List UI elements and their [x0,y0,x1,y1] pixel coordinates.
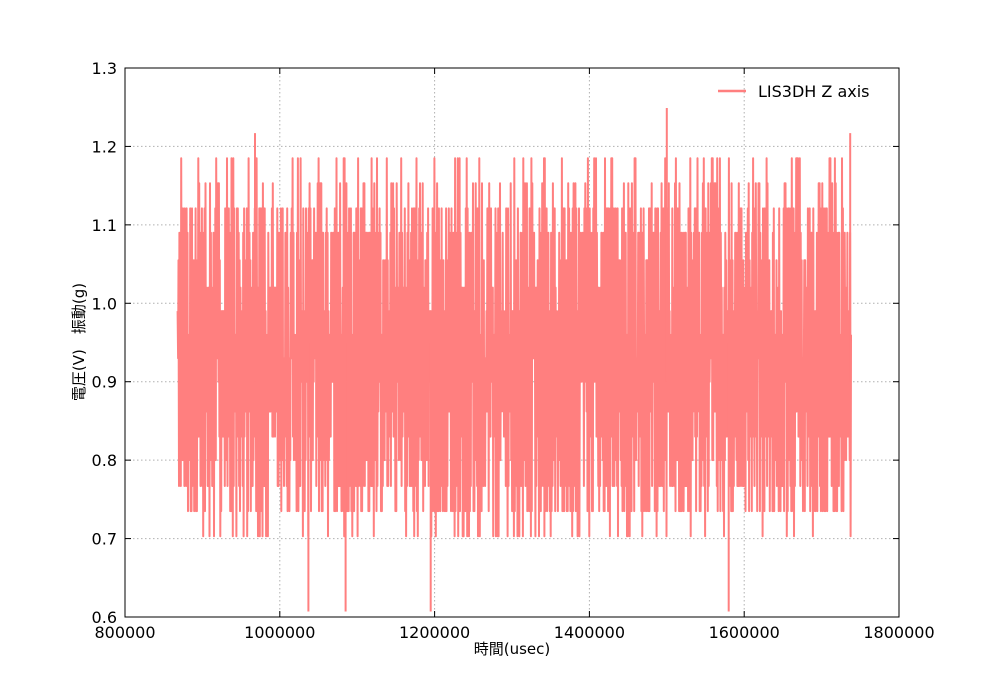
series-line [176,157,852,538]
y-tick-label: 1.3 [92,59,117,78]
x-tick-label: 1400000 [554,623,625,642]
x-tick-label: 800000 [94,623,155,642]
y-tick-label: 0.7 [92,530,117,549]
series-peak-spikes [254,108,852,612]
y-tick-label: 0.6 [92,608,117,627]
legend: LIS3DH Z axis [718,82,870,101]
x-tick-label: 1200000 [399,623,470,642]
y-tick-label: 0.9 [92,373,117,392]
plot-frame [124,67,900,618]
x-tick-label: 1600000 [709,623,780,642]
y-axis-ticks: 0.6 0.7 0.8 0.9 1.0 1.1 1.2 1.3 [92,59,899,627]
y-tick-label: 1.1 [92,216,117,235]
y-tick-label: 0.8 [92,451,117,470]
x-axis-title: 時間(usec) [474,640,551,658]
y-tick-label: 1.0 [92,294,117,313]
legend-label: LIS3DH Z axis [758,82,870,101]
x-tick-label: 1800000 [863,623,934,642]
x-axis-ticks: 800000 1000000 1200000 1400000 1600000 180000… [94,68,935,642]
x-tick-label: 1000000 [244,623,315,642]
series-lis3dh-z-axis [176,108,852,612]
y-tick-label: 1.2 [92,137,117,156]
y-axis-title: 電圧(V) 振動(g) [70,283,88,401]
